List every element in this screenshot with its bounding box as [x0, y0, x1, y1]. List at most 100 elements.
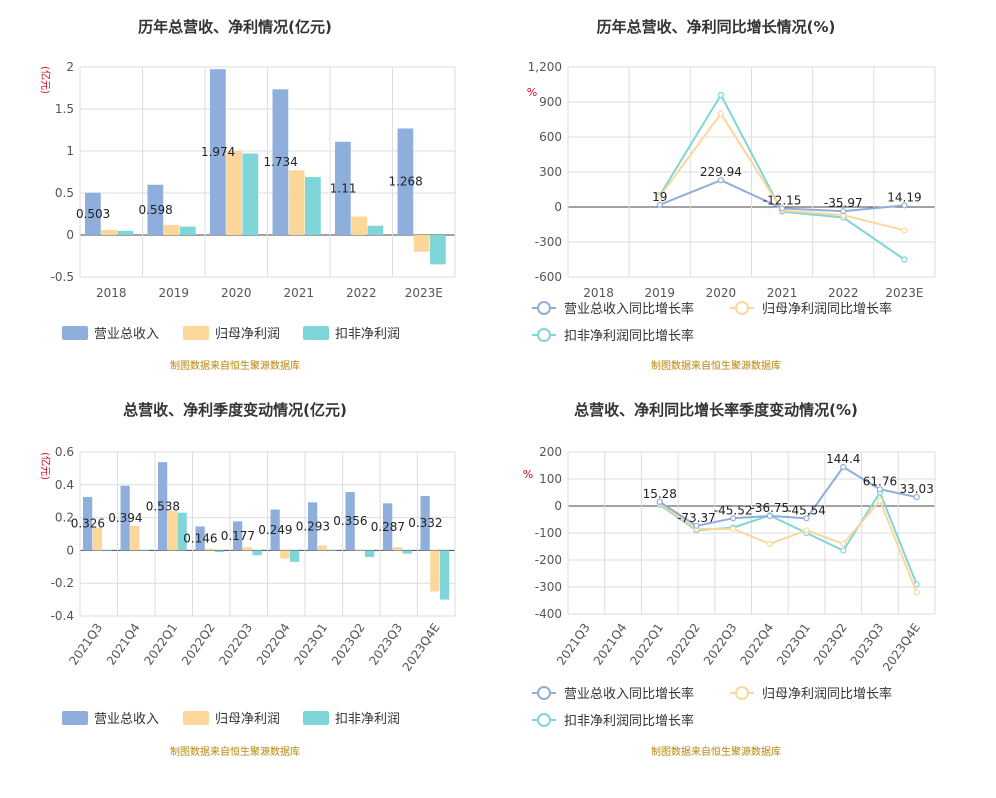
data-label: 1.974	[201, 145, 235, 159]
bar-parent-profit	[163, 224, 180, 235]
legend-swatch-marker	[735, 301, 749, 315]
x-tick-label: 2021Q3	[554, 621, 593, 668]
bar-revenue	[383, 503, 393, 551]
bar-deducted-profit	[305, 177, 321, 235]
y-tick-label: -600	[535, 270, 562, 284]
x-tick-label: 2023Q1	[774, 621, 813, 668]
line-point	[876, 486, 884, 493]
x-tick-label: 2023Q4E	[400, 621, 443, 674]
x-tick-label: 2022Q3	[701, 621, 740, 668]
y-tick-label: -400	[535, 607, 562, 621]
legend-label: 归母净利润同比增长率	[762, 686, 892, 702]
legend-label: 归母净利润	[215, 712, 280, 727]
bar-revenue	[420, 495, 430, 551]
x-tick-label: 2022Q3	[216, 621, 255, 668]
data-label: 0.146	[183, 531, 217, 545]
x-tick-label: 2021	[767, 286, 798, 300]
bar-deducted-profit	[367, 225, 384, 235]
line-series-deducted-profit-growth	[658, 92, 905, 261]
legend-label: 归母净利润	[215, 327, 280, 342]
data-label: 33.03	[899, 482, 933, 496]
line-point	[656, 201, 663, 208]
bar-deducted-profit	[180, 226, 196, 235]
line-point	[840, 540, 847, 547]
bar-deducted-profit	[430, 235, 446, 265]
bar-deducted-profit	[177, 512, 187, 551]
y-tick-label: 0	[66, 543, 74, 557]
bar-deducted-profit	[290, 550, 300, 562]
bar-revenue	[335, 141, 351, 235]
chart-title: 总营收、净利季度变动情况(亿元)	[123, 401, 347, 419]
data-label: 19	[652, 190, 667, 204]
data-label: 0.326	[71, 517, 105, 531]
y-tick-label: 100	[539, 472, 562, 486]
bar-deducted-profit	[440, 550, 450, 600]
y-tick-label: 0.4	[55, 478, 74, 492]
data-label: 0.332	[408, 516, 442, 530]
chart-panel-quarterly-growth: 总营收、净利同比增长率季度变动情况(%)% -400 -300 -200 -100 0 10…	[523, 401, 936, 758]
data-label: 61.76	[863, 474, 897, 488]
bar-revenue	[120, 485, 130, 551]
legend-label: 营业总收入	[94, 712, 159, 727]
bar-revenue	[270, 509, 280, 551]
bar-revenue	[272, 89, 289, 236]
legend-swatch-marker	[537, 301, 551, 315]
bar-revenue	[85, 192, 101, 235]
legend-label: 扣非净利润同比增长率	[564, 328, 694, 344]
legend-label: 扣非净利润同比增长率	[564, 713, 694, 729]
y-tick-label: 0.6	[55, 445, 74, 459]
x-tick-label: 2023Q3	[366, 621, 405, 668]
legend-label: 营业总收入同比增长率	[564, 301, 694, 317]
bar-revenue	[397, 128, 414, 235]
data-label: 0.249	[258, 523, 292, 537]
data-label: 1.11	[330, 181, 357, 195]
line-series-parent-profit-growth	[659, 498, 918, 593]
x-tick-label: 2022Q4	[254, 621, 293, 668]
line-point	[913, 589, 920, 596]
line-point	[840, 208, 847, 215]
data-label: 1.268	[388, 175, 422, 189]
bar-revenue	[210, 69, 226, 236]
y-unit-label: %	[523, 468, 533, 481]
bar-parent-profit	[392, 547, 402, 551]
line-point	[901, 256, 908, 263]
bar-parent-profit	[101, 229, 117, 235]
line-point	[840, 463, 847, 471]
x-tick-label: 2021Q4	[591, 621, 630, 668]
legend-swatch	[62, 711, 88, 725]
bar-parent-profit	[317, 545, 327, 551]
bar-parent-profit	[130, 525, 140, 551]
x-tick-label: 2023E	[405, 286, 443, 300]
line-point	[876, 497, 884, 504]
data-label: -45.52	[714, 503, 753, 517]
y-tick-label: -300	[535, 235, 562, 249]
bar-parent-profit	[226, 151, 242, 235]
data-label: 0.598	[138, 203, 172, 217]
chart-title: 总营收、净利同比增长率季度变动情况(%)	[574, 401, 858, 419]
y-tick-label: 900	[539, 95, 562, 109]
data-label: 229.94	[700, 165, 742, 179]
data-label: -12.15	[763, 193, 802, 207]
data-label: 0.394	[108, 511, 142, 525]
x-tick-label: 2019	[644, 286, 675, 300]
x-tick-label: 2018	[96, 286, 127, 300]
bar-revenue	[158, 462, 168, 551]
data-label: 0.503	[76, 207, 110, 221]
bar-deducted-profit	[117, 230, 134, 235]
x-tick-label: 2023E	[885, 286, 923, 300]
chart-panel-quarterly-values: 总营收、净利季度变动情况(亿元) (亿元) -0.4 -0.2 0 0.2 0.4 0.6 20…	[39, 401, 456, 758]
line-point	[717, 91, 725, 99]
bar-deducted-profit	[327, 550, 337, 551]
data-label: 0.356	[333, 514, 367, 528]
legend-swatch	[62, 326, 88, 340]
bar-deducted-profit	[402, 550, 412, 554]
bar-deducted-profit	[365, 550, 375, 557]
bar-parent-profit	[351, 216, 367, 235]
y-tick-label: 600	[539, 130, 562, 144]
x-tick-label: 2022Q1	[141, 621, 180, 668]
line-point	[693, 522, 700, 529]
data-label: -45.54	[787, 503, 826, 517]
line-point	[840, 547, 847, 554]
x-tick-label: 2022Q1	[627, 621, 666, 668]
